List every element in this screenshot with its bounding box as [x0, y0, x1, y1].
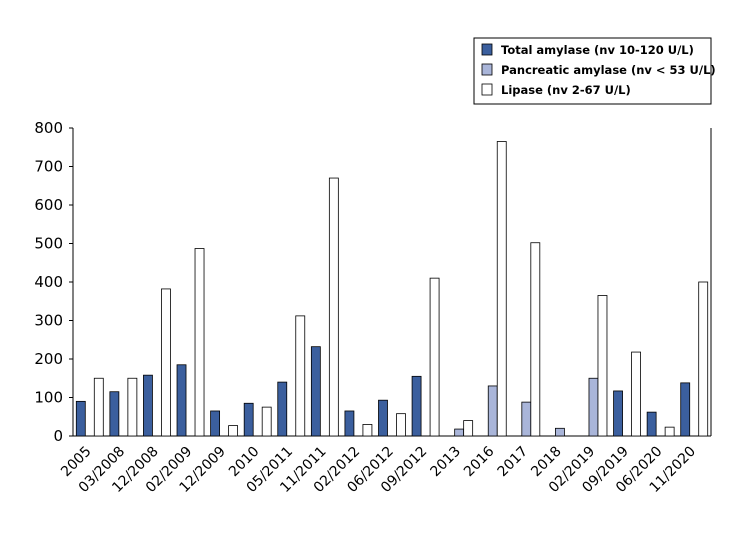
y-tick-label: 0: [53, 427, 63, 445]
bar-series-3: [429, 277, 440, 437]
bar-series-3: [362, 424, 373, 437]
x-tick-label: 2016: [461, 443, 498, 480]
bars: [75, 141, 709, 437]
bar-series-3: [530, 242, 541, 437]
bar-series-3: [228, 425, 239, 437]
bar-series-1: [411, 375, 422, 437]
bar-series-3: [698, 281, 709, 437]
y-tick-label: 300: [34, 312, 63, 330]
legend-label: Total amylase (nv 10-120 U/L): [501, 43, 694, 57]
bar-series-1: [143, 374, 153, 437]
bar-series-3: [396, 413, 406, 437]
x-tick-label: 2017: [495, 444, 532, 481]
bar-series-3: [295, 315, 306, 437]
bar-series-1: [344, 410, 355, 437]
bar-series-1: [176, 364, 187, 437]
bar-series-1: [75, 400, 86, 437]
bar-series-3: [93, 377, 104, 437]
legend-swatch: [481, 43, 493, 56]
bar-series-1: [378, 399, 388, 437]
bar-series-3: [496, 141, 507, 437]
y-tick-label: 400: [34, 273, 63, 291]
legend: Total amylase (nv 10-120 U/L) Pancreatic …: [473, 37, 716, 105]
legend-swatch: [481, 83, 493, 96]
bar-series-1: [680, 382, 691, 437]
bar-series-3: [261, 406, 272, 437]
bar-series-3: [194, 248, 205, 437]
bar-series-3: [463, 420, 474, 437]
y-tick-label: 100: [34, 389, 63, 407]
bar-series-3: [597, 295, 608, 437]
bar-series-1: [310, 346, 321, 437]
y-tick-label: 200: [34, 350, 63, 368]
bar-series-3: [161, 288, 171, 437]
legend-box: [473, 37, 712, 105]
bar-series-1: [210, 410, 221, 437]
y-tick-label: 500: [34, 235, 63, 253]
bar-series-1: [109, 391, 120, 437]
legend-label: Pancreatic amylase (nv < 53 U/L): [501, 63, 716, 77]
legend-swatch: [481, 63, 493, 76]
x-tick-label: 2013: [427, 444, 464, 481]
y-tick-label: 800: [34, 119, 63, 137]
bar-series-2: [454, 428, 465, 437]
bar-series-3: [328, 177, 339, 437]
bar-series-1: [646, 411, 657, 437]
bar-series-1: [243, 402, 254, 437]
bar-series-1: [277, 381, 288, 437]
bar-series-3: [664, 426, 675, 437]
y-tick-label: 600: [34, 196, 63, 214]
bar-series-2: [588, 377, 599, 437]
bar-series-1: [613, 390, 623, 437]
bar-series-3: [631, 351, 641, 437]
bar-series-2: [521, 401, 532, 437]
bar-series-2: [487, 385, 498, 437]
bar-series-2: [554, 427, 565, 437]
legend-label: Lipase (nv 2-67 U/L): [501, 83, 631, 97]
bar-series-3: [127, 377, 138, 437]
y-tick-label: 700: [34, 158, 63, 176]
